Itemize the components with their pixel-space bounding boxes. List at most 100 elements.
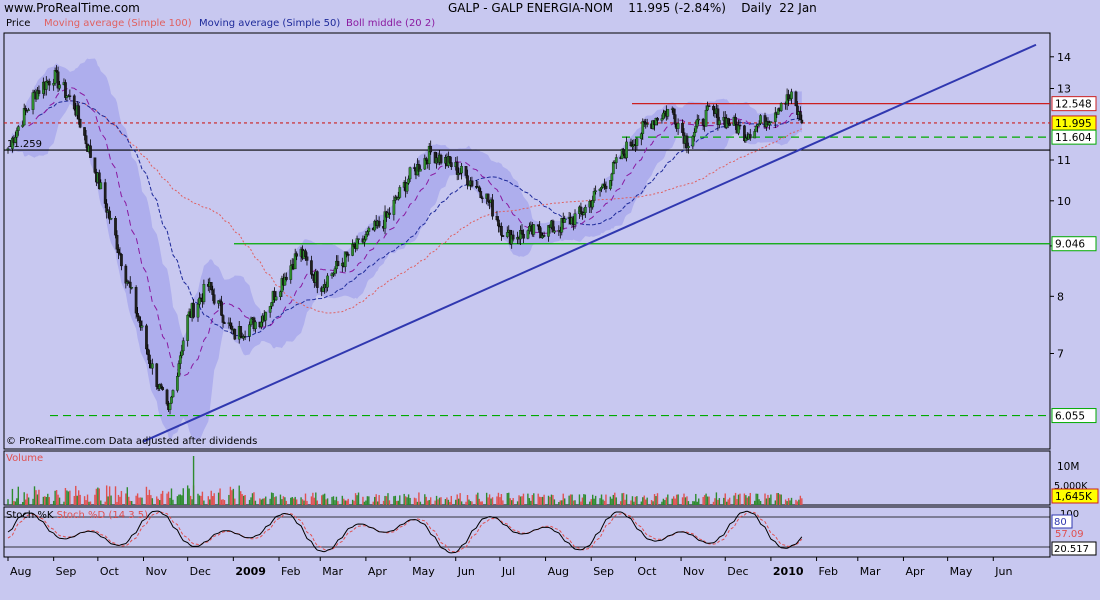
candle-body	[27, 109, 30, 111]
candle-body	[466, 175, 469, 186]
candle-body	[83, 127, 86, 136]
stoch-20-box	[1051, 541, 1097, 556]
candle-body	[196, 303, 200, 318]
candle-body	[656, 118, 659, 121]
candle-body	[779, 103, 783, 111]
candle-body	[660, 118, 664, 121]
candle-body	[716, 108, 720, 125]
candle-body	[424, 158, 428, 161]
candle-body	[305, 256, 309, 261]
candle-body	[583, 206, 587, 213]
candle-body	[16, 126, 20, 131]
candle-body	[563, 218, 567, 223]
candle-body	[78, 119, 82, 128]
candle-body	[181, 340, 185, 352]
candle-body	[511, 234, 515, 240]
candle-body	[295, 253, 299, 257]
candle-body	[691, 136, 695, 147]
candle-body	[695, 119, 699, 127]
y-tick-label: 7	[1057, 347, 1064, 360]
candle-body	[645, 123, 649, 125]
candle-body	[429, 145, 433, 153]
candle-body	[629, 141, 633, 147]
candle-body	[352, 244, 356, 247]
candle-body	[526, 230, 530, 239]
candle-body	[542, 235, 546, 237]
candle-body	[53, 69, 57, 84]
stoch-d-label: Stoch %D (14 3 5)	[56, 510, 149, 521]
candle-body	[315, 271, 319, 288]
copyright-note: © ProRealTime.com Data adjusted after di…	[6, 436, 258, 447]
candle-body	[419, 168, 422, 172]
x-tick-label: 2010	[773, 565, 804, 578]
volume-label: Volume	[6, 453, 44, 464]
candle-body	[726, 118, 730, 124]
y-tick-label: 14	[1057, 51, 1071, 64]
chart-title: GALP - GALP ENERGIA-NOM 11.995 (-2.84%) …	[448, 0, 817, 17]
candle-body	[6, 148, 10, 150]
candle-body	[223, 322, 226, 324]
candle-body	[170, 396, 173, 404]
candle-body	[737, 124, 740, 134]
candle-body	[694, 126, 698, 133]
x-tick-label: Apr	[368, 565, 388, 578]
legend-price: Price	[6, 18, 31, 29]
candle-body	[377, 220, 381, 227]
y-tick-label: 8	[1057, 290, 1064, 303]
stoch-k-line	[7, 510, 803, 554]
bollinger-band	[8, 58, 802, 441]
candle-body	[480, 197, 484, 200]
candle-body	[137, 316, 141, 321]
level-box	[1051, 129, 1097, 145]
candle-body	[293, 253, 297, 270]
x-tick-label: Aug	[10, 565, 31, 578]
stoch-20-label: 20.517	[1054, 544, 1089, 555]
candle-body	[326, 275, 329, 288]
candle-body	[528, 226, 531, 231]
candle-body	[522, 233, 525, 239]
x-tick-label: Apr	[905, 565, 925, 578]
candle-body	[47, 80, 51, 86]
candle-body	[642, 121, 646, 123]
volume-last-label: 1,645K	[1055, 491, 1093, 503]
volume-tick-label: 5.000K	[1054, 481, 1088, 492]
candle-body	[427, 145, 431, 165]
candle-body	[249, 318, 253, 325]
candle-body	[363, 239, 366, 243]
candle-body	[573, 213, 577, 225]
candle-body	[743, 125, 746, 142]
x-tick-label: Sep	[56, 565, 77, 578]
candle-body	[230, 325, 234, 330]
x-tick-label: Jun	[994, 565, 1012, 578]
candle-body	[31, 92, 35, 110]
candle-body	[718, 120, 721, 125]
legend-ma100: Moving average (Simple 100)	[44, 18, 192, 29]
candle-body	[366, 231, 369, 235]
candle-body	[351, 244, 354, 256]
candle-body	[579, 206, 583, 213]
candle-body	[796, 105, 799, 115]
legend-boll: Boll middle (20 2)	[346, 18, 436, 29]
ma50-line	[38, 100, 802, 338]
x-tick-label: Nov	[145, 565, 167, 578]
candle-body	[103, 182, 107, 204]
level-box	[1051, 96, 1097, 112]
candle-body	[609, 180, 612, 189]
x-tick-label: Dec	[727, 565, 748, 578]
candle-body	[145, 325, 148, 350]
candle-body	[274, 296, 278, 301]
candle-body	[769, 121, 773, 124]
candle-body	[734, 117, 737, 125]
last-price: 11.995	[628, 1, 671, 15]
candle-body	[603, 183, 606, 187]
candle-body	[220, 301, 223, 316]
candle-body	[591, 200, 595, 208]
candle-body	[136, 313, 139, 317]
x-tick-label: Oct	[100, 565, 120, 578]
candle-body	[178, 355, 182, 364]
price-change: (-2.84%)	[674, 1, 726, 15]
candle-body	[14, 137, 17, 143]
candle-body	[477, 186, 481, 192]
